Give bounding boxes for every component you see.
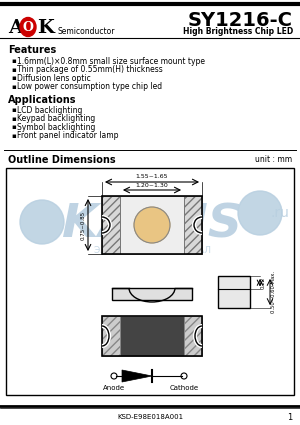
Text: 1.20~1.30: 1.20~1.30 (136, 183, 168, 188)
Text: 0.22: 0.22 (261, 277, 266, 289)
Text: Cathode: Cathode (169, 385, 199, 391)
Text: Outline Dimensions: Outline Dimensions (8, 155, 115, 165)
Bar (102, 316, 120, 356)
Text: 0.75~0.85: 0.75~0.85 (81, 210, 86, 240)
Bar (184, 316, 202, 356)
Text: 1.6mm(L)×0.8mm small size surface mount type: 1.6mm(L)×0.8mm small size surface mount … (17, 57, 205, 65)
Text: unit : mm: unit : mm (255, 156, 292, 164)
Text: K: K (37, 19, 54, 37)
Text: 0.50~0.60 Max.: 0.50~0.60 Max. (271, 271, 276, 313)
Text: SY1216-C: SY1216-C (188, 11, 293, 29)
Text: ▪: ▪ (11, 116, 16, 122)
Circle shape (238, 191, 282, 235)
Text: ▪: ▪ (11, 124, 16, 130)
Text: Thin package of 0.55mm(H) thickness: Thin package of 0.55mm(H) thickness (17, 65, 163, 74)
Text: Keypad backlighting: Keypad backlighting (17, 114, 95, 123)
Bar (112, 288, 192, 300)
Text: Front panel indicator lamp: Front panel indicator lamp (17, 131, 118, 140)
Text: 1.55~1.65: 1.55~1.65 (136, 174, 168, 179)
Text: KAZUS: KAZUS (62, 202, 242, 247)
Text: Anode: Anode (103, 385, 125, 391)
Text: Low power consumption type chip led: Low power consumption type chip led (17, 82, 162, 91)
Bar (184, 196, 202, 254)
Text: 1: 1 (287, 413, 292, 422)
Text: Semiconductor: Semiconductor (58, 26, 116, 36)
Circle shape (20, 200, 64, 244)
Ellipse shape (20, 17, 36, 37)
Text: ▪: ▪ (11, 133, 16, 139)
Text: ▪: ▪ (11, 83, 16, 90)
Text: ▪: ▪ (11, 58, 16, 64)
Text: Applications: Applications (8, 95, 76, 105)
Bar (102, 316, 202, 356)
Text: A: A (8, 19, 23, 37)
Text: Diffusion lens optic: Diffusion lens optic (17, 74, 91, 82)
Text: ▪: ▪ (11, 107, 16, 113)
Text: ▪: ▪ (11, 66, 16, 73)
Text: Features: Features (8, 45, 56, 55)
Text: LCD backlighting: LCD backlighting (17, 105, 82, 114)
Text: KSD-E98E018A001: KSD-E98E018A001 (117, 414, 183, 420)
Text: .ru: .ru (270, 206, 289, 220)
Bar (120, 316, 184, 356)
Bar (102, 196, 202, 254)
Bar (120, 196, 184, 254)
Bar (218, 276, 250, 308)
Bar (6, 168, 294, 395)
Text: ▪: ▪ (11, 75, 16, 81)
Text: O: O (22, 21, 33, 34)
Polygon shape (122, 370, 152, 382)
Text: ЭЛЕКТРОННЫЙ   ПОРТАЛ: ЭЛЕКТРОННЫЙ ПОРТАЛ (94, 246, 211, 255)
Bar (102, 196, 120, 254)
Text: High Brightness Chip LED: High Brightness Chip LED (183, 26, 293, 36)
Circle shape (134, 207, 170, 243)
Text: Symbol backlighting: Symbol backlighting (17, 122, 95, 131)
